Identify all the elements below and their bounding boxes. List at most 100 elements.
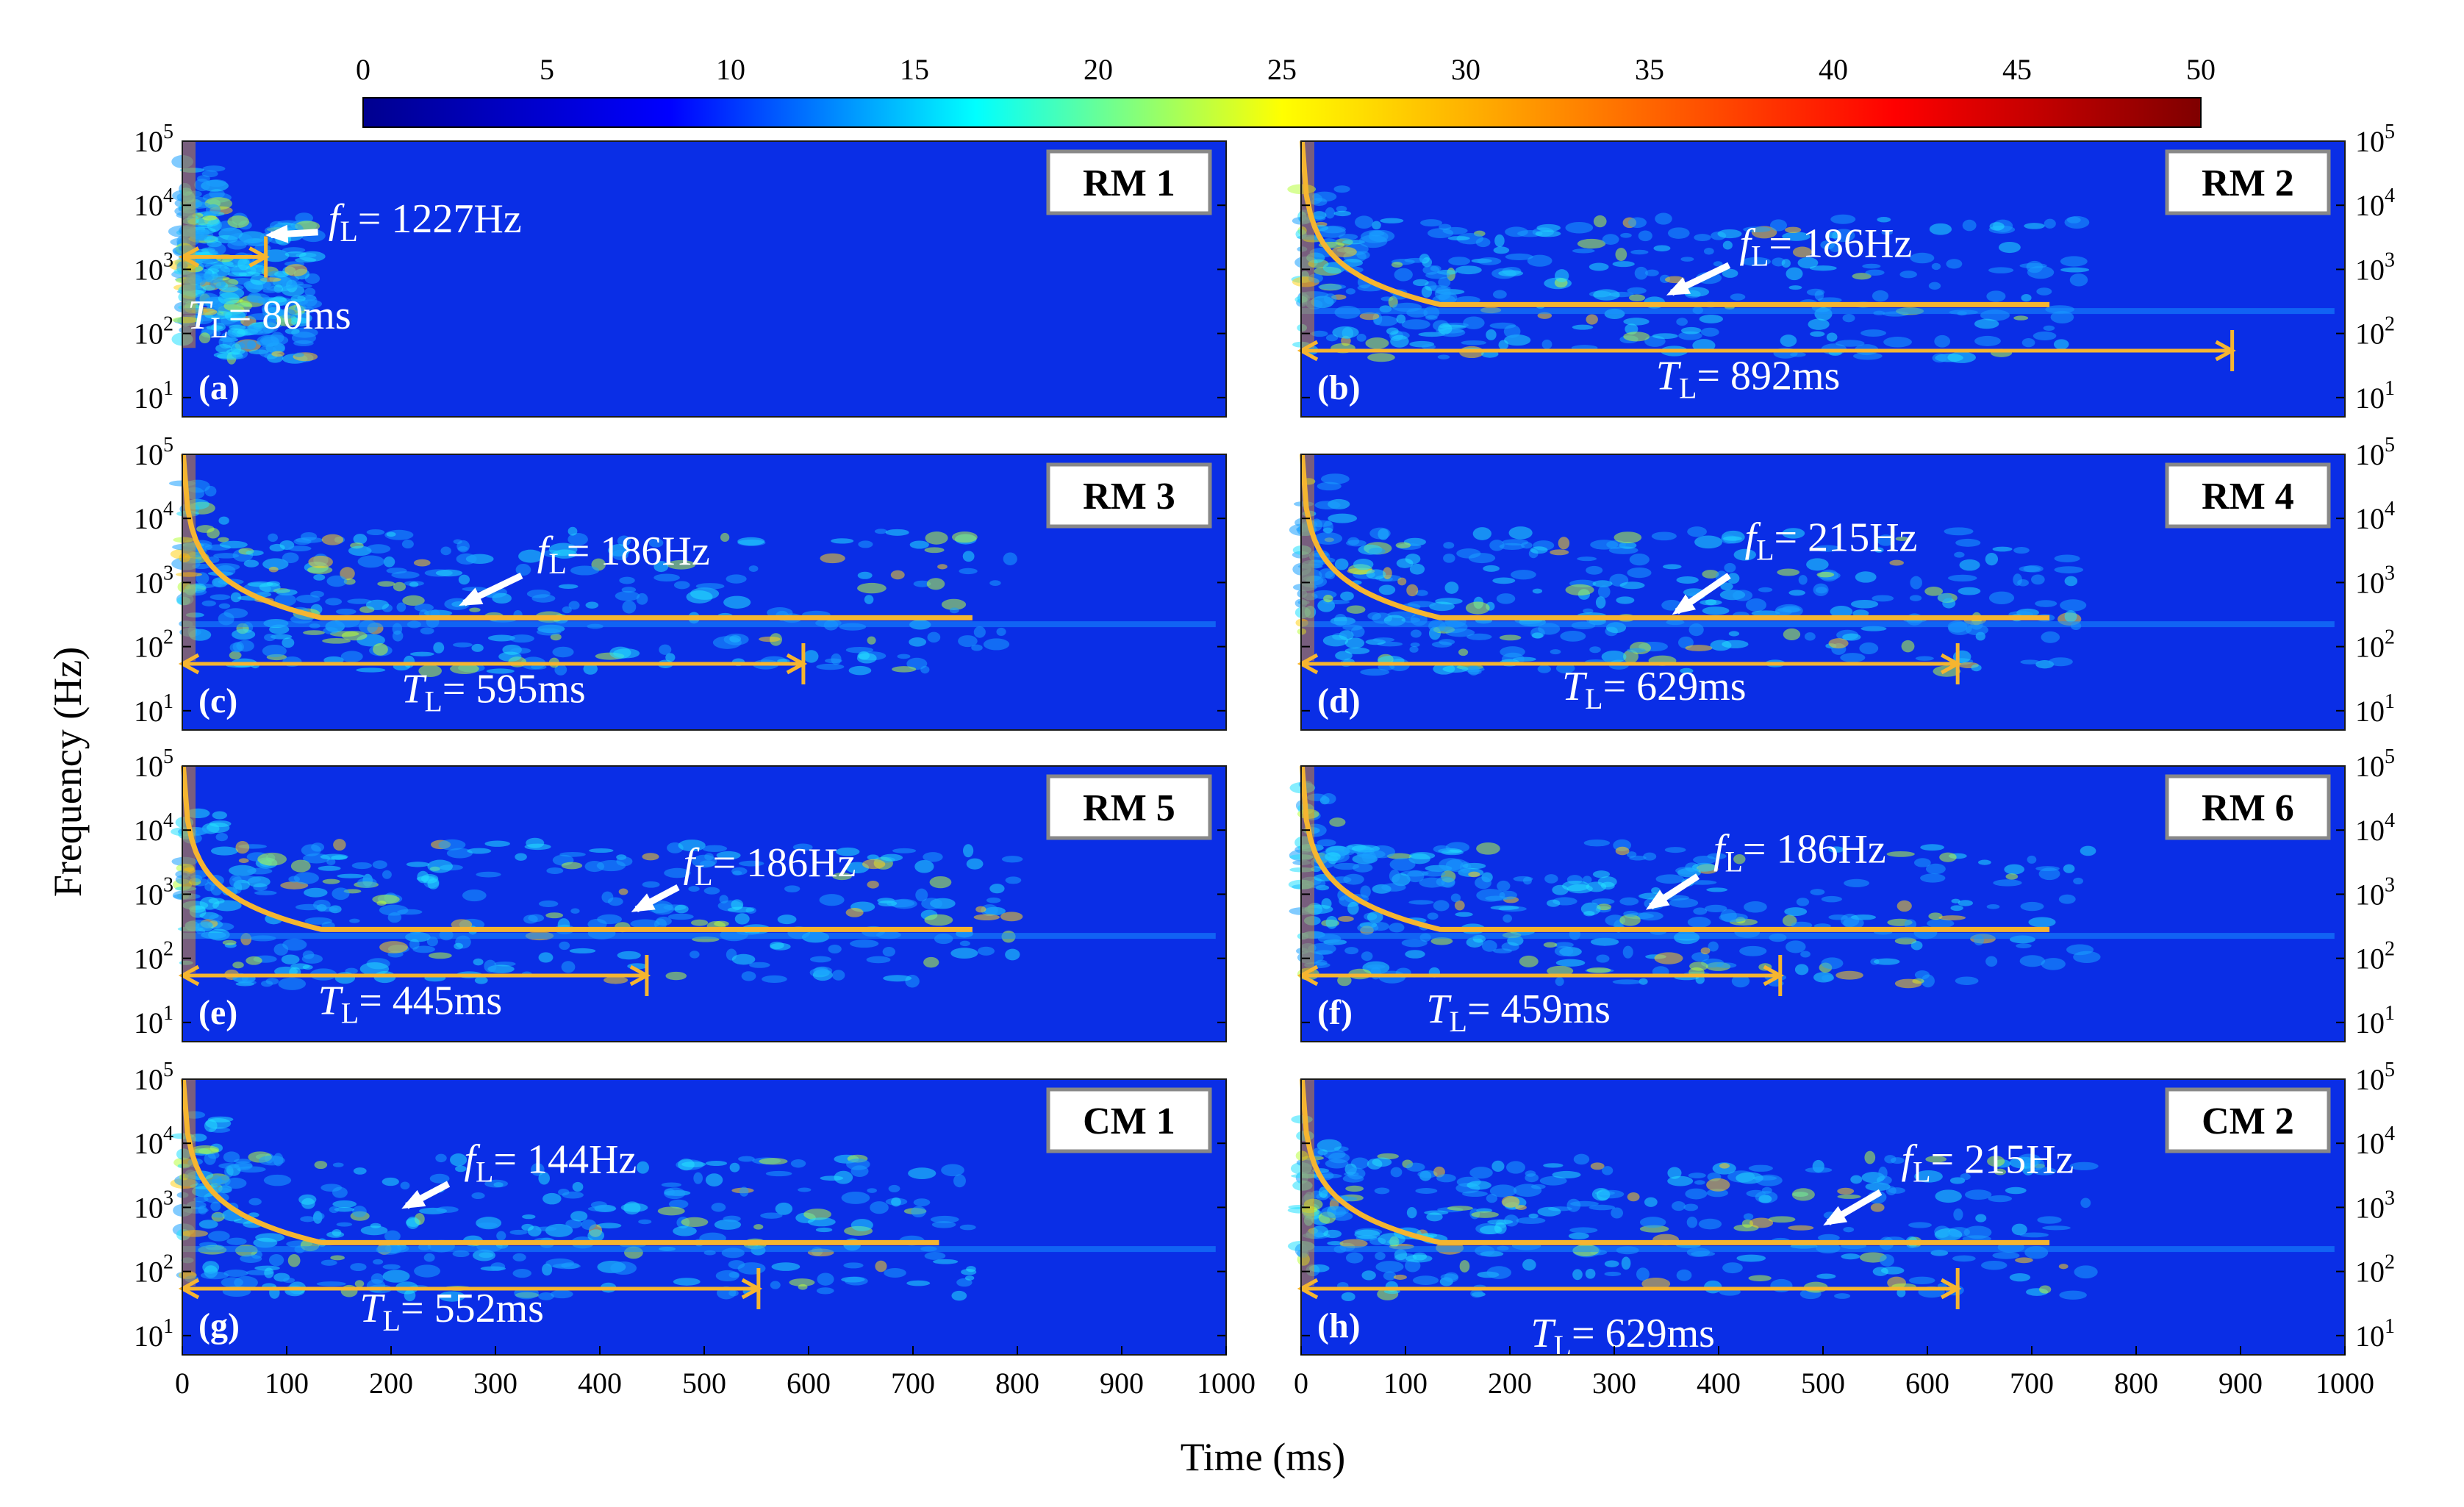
x-tick-label: 900 — [1100, 1367, 1144, 1400]
panel-letter: (c) — [198, 681, 237, 720]
x-tick-label: 700 — [2010, 1367, 2054, 1400]
x-tick-label: 0 — [175, 1367, 190, 1400]
y-tick-label: 101 — [2355, 690, 2395, 728]
x-tick-label: 300 — [1592, 1367, 1636, 1400]
y-tick-label: 103 — [2355, 248, 2395, 286]
tl-label: TL= 595ms — [401, 667, 586, 718]
panel-name: RM 4 — [2202, 476, 2294, 518]
x-tick-label: 800 — [2114, 1367, 2158, 1400]
tl-arrow-right — [1763, 964, 1785, 987]
panel-name: RM 1 — [1083, 162, 1175, 204]
panel-name: RM 6 — [2202, 787, 2294, 829]
panel: fL= 215Hz TL= 629ms CM 2 (h) 105 104 103 102 101… — [1287, 1059, 2395, 1400]
y-tick-label: 101 — [2355, 377, 2395, 415]
y-tick-label: 105 — [2355, 1059, 2395, 1096]
fl-arrowhead — [1645, 889, 1670, 910]
colorbar-ticks: 0 5 10 15 20 25 30 35 40 45 50 — [356, 53, 2216, 86]
panels: fL= 1227Hz TL= 80ms RM 1 (a) 105 104 103 102 101… — [134, 121, 2395, 1400]
panel-letter: (b) — [1317, 368, 1361, 407]
y-tick-label: 105 — [2355, 745, 2395, 783]
y-tick-label: 102 — [2355, 313, 2395, 351]
y-tick-label: 102 — [2355, 1251, 2395, 1289]
y-tick-label: 102 — [2355, 626, 2395, 664]
x-tick-label: 400 — [1697, 1367, 1741, 1400]
fl-arrowhead — [265, 224, 289, 243]
panel: fL= 1227Hz TL= 80ms RM 1 (a) 105 104 103 102 101 — [134, 121, 1227, 418]
panel-name-box — [2165, 149, 2331, 215]
panel-letter: (h) — [1317, 1306, 1361, 1345]
y-tick-label: 105 — [134, 1059, 173, 1096]
y-tick-label: 105 — [134, 434, 173, 471]
panel-frame — [182, 140, 1227, 418]
panel-letter: (e) — [198, 993, 237, 1032]
tl-label: TL= 80ms — [187, 293, 351, 344]
colorbar-tick-label: 30 — [1451, 53, 1480, 86]
tl-label: TL= 629ms — [1562, 664, 1747, 715]
tl-arrow-right — [1940, 653, 1962, 675]
y-tick-label: 103 — [2355, 1186, 2395, 1224]
panel-name: RM 3 — [1083, 476, 1175, 518]
panel-frame — [182, 454, 1227, 731]
tl-label: TL= 629ms — [1530, 1311, 1715, 1362]
y-tick-label: 101 — [134, 377, 173, 415]
fl-arrowhead — [401, 1189, 426, 1209]
y-tick-label: 105 — [2355, 121, 2395, 158]
panel-frame — [1300, 140, 2346, 418]
y-tick-label: 105 — [134, 121, 173, 158]
colorbar-tick-label: 25 — [1267, 53, 1297, 86]
panel-frame — [1300, 454, 2346, 731]
tl-arrow-right — [248, 246, 270, 268]
tl-arrow-right — [2215, 340, 2236, 362]
panel-name: CM 2 — [2202, 1100, 2294, 1142]
tl-arrow-right — [741, 1278, 763, 1300]
fl-arrowhead — [631, 893, 656, 912]
panel-name: CM 1 — [1083, 1100, 1175, 1142]
colorbar-tick-label: 10 — [716, 53, 745, 86]
y-tick-label: 103 — [134, 1186, 173, 1224]
tl-arrow-right — [629, 964, 651, 987]
x-tick-label: 500 — [682, 1367, 726, 1400]
x-tick-label: 100 — [1383, 1367, 1428, 1400]
colorbar-gradient — [362, 97, 2202, 128]
y-tick-label: 101 — [134, 1002, 173, 1039]
fl-arrowhead — [1823, 1206, 1848, 1226]
y-tick-label: 104 — [2355, 809, 2395, 847]
y-tick-label: 104 — [134, 1123, 173, 1160]
y-tick-label: 101 — [134, 690, 173, 728]
tl-arrow-right — [786, 653, 808, 675]
fl-label: fL= 144Hz — [464, 1137, 637, 1189]
panel-name-box — [2165, 774, 2331, 840]
x-tick-label: 1000 — [1197, 1367, 1256, 1400]
y-tick-label: 104 — [2355, 1123, 2395, 1160]
spectrogram-texture — [1288, 766, 2335, 989]
x-tick-label: 0 — [1294, 1367, 1308, 1400]
panel: fL= 215Hz TL= 629ms RM 4 (d) 105 104 103 102 101 — [1289, 434, 2395, 731]
panel-name: RM 2 — [2202, 162, 2294, 204]
decay-curve — [180, 454, 973, 620]
y-tick-label: 103 — [134, 873, 173, 911]
fl-arrowhead — [1666, 277, 1691, 296]
y-tick-label: 102 — [134, 1251, 173, 1289]
panel-name-box — [1046, 774, 1212, 840]
y-tick-label: 101 — [134, 1315, 173, 1353]
decay-curve — [1299, 765, 2050, 932]
y-tick-label: 104 — [134, 498, 173, 535]
y-tick-label: 103 — [134, 248, 173, 286]
y-tick-label: 101 — [2355, 1002, 2395, 1039]
colorbar-tick-label: 5 — [540, 53, 554, 86]
y-tick-label: 102 — [134, 938, 173, 976]
x-tick-label: 600 — [787, 1367, 831, 1400]
x-tick-label: 900 — [2218, 1367, 2263, 1400]
panel: fL= 186Hz TL= 459ms RM 6 (f) 105 104 103 102 101 — [1288, 745, 2395, 1042]
colorbar-tick-label: 20 — [1084, 53, 1113, 86]
panel-frame — [1300, 765, 2346, 1042]
fl-label: fL= 215Hz — [1902, 1137, 2074, 1189]
colorbar-tick-label: 50 — [2186, 53, 2216, 86]
panel-letter: (d) — [1317, 681, 1361, 720]
decay-curve — [180, 1078, 939, 1245]
colorbar-tick-label: 35 — [1635, 53, 1664, 86]
decay-curve — [1299, 140, 2050, 307]
decay-curve — [1299, 454, 2050, 620]
